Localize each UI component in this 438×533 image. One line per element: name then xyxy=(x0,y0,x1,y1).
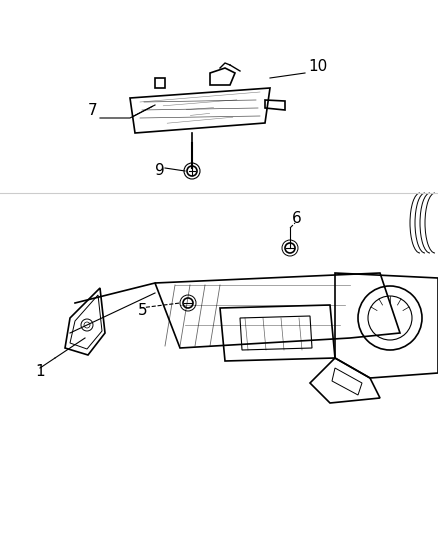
Text: 7: 7 xyxy=(88,103,98,118)
Text: 9: 9 xyxy=(155,163,165,178)
Text: 6: 6 xyxy=(292,211,302,226)
Text: 5: 5 xyxy=(138,303,148,318)
Text: 1: 1 xyxy=(35,364,45,379)
Text: 10: 10 xyxy=(308,59,327,74)
